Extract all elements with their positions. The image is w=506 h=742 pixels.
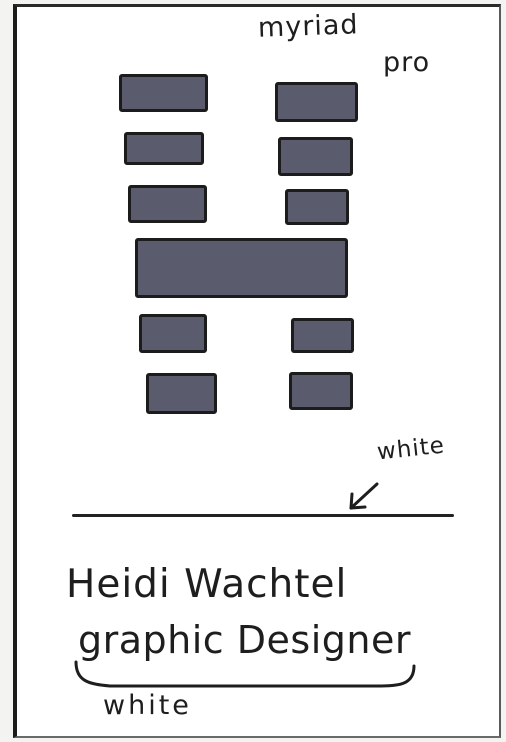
font-annotation-line1: myriad — [257, 9, 360, 44]
logo-block-right-3 — [285, 189, 349, 225]
logo-block-left-1 — [119, 74, 208, 112]
arrow-down-left-icon — [349, 482, 379, 510]
logo-block-right-4 — [291, 318, 354, 353]
curly-brace-icon — [74, 660, 416, 688]
logo-block-left-2 — [124, 132, 204, 165]
logo-block-right-2 — [278, 137, 353, 176]
logo-block-right-5 — [289, 372, 353, 410]
logo-block-right-1 — [275, 82, 358, 122]
color-annotation-bottom: white — [103, 690, 192, 721]
divider-rule — [72, 514, 454, 517]
card-title: graphic Designer — [78, 618, 411, 662]
logo-block-left-5 — [146, 373, 217, 414]
card-sketch — [13, 4, 501, 738]
logo-block-left-4 — [139, 314, 207, 353]
card-name: Heidi Wachtel — [66, 562, 348, 607]
logo-block-crossbar — [135, 238, 348, 298]
font-annotation-line2: pro — [383, 47, 431, 78]
logo-block-left-3 — [128, 185, 207, 223]
